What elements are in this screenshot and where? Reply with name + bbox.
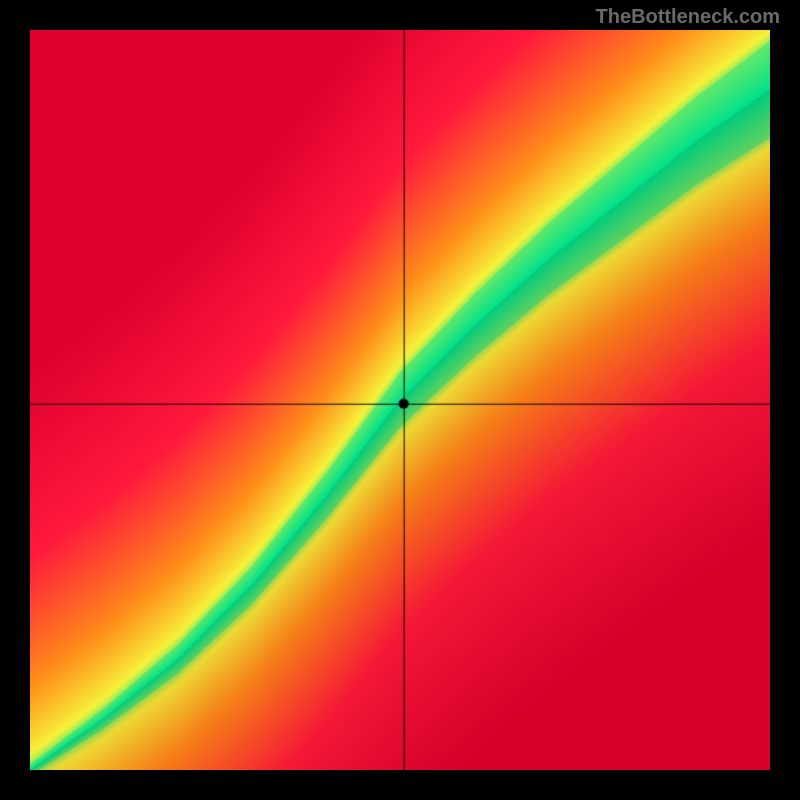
- chart-outer-frame: TheBottleneck.com: [0, 0, 800, 800]
- crosshair-overlay: [30, 30, 770, 770]
- watermark-text: TheBottleneck.com: [596, 6, 780, 29]
- heatmap-plot-area: [30, 30, 770, 770]
